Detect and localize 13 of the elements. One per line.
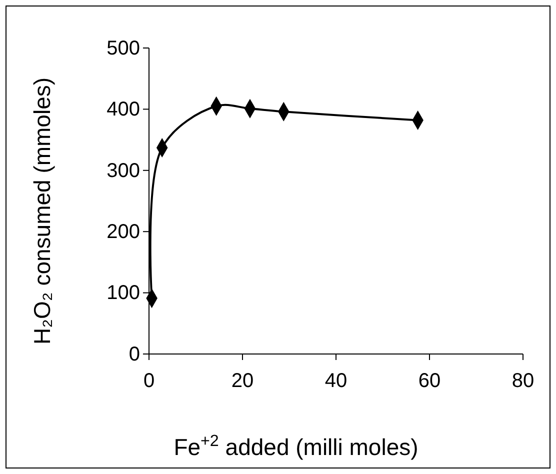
- y-axis-title: H₂O₂ consumed (mmoles): [29, 77, 55, 345]
- y-tick-label: 300: [106, 160, 140, 182]
- x-tick-label: 60: [418, 370, 441, 392]
- x-tick-label: 40: [324, 370, 348, 392]
- y-tick-label: 100: [106, 282, 140, 304]
- y-tick-label: 200: [106, 221, 140, 243]
- x-tick-label: 80: [512, 370, 534, 392]
- x-tick-label: 20: [231, 370, 254, 392]
- x-axis-title: Fe$^{+2}$ added (milli moles): [174, 432, 418, 460]
- y-tick-label: 500: [106, 37, 140, 60]
- y-tick-label: 400: [106, 98, 140, 121]
- x-tick-label: 0: [143, 370, 155, 392]
- y-tick-label: 0: [128, 343, 140, 366]
